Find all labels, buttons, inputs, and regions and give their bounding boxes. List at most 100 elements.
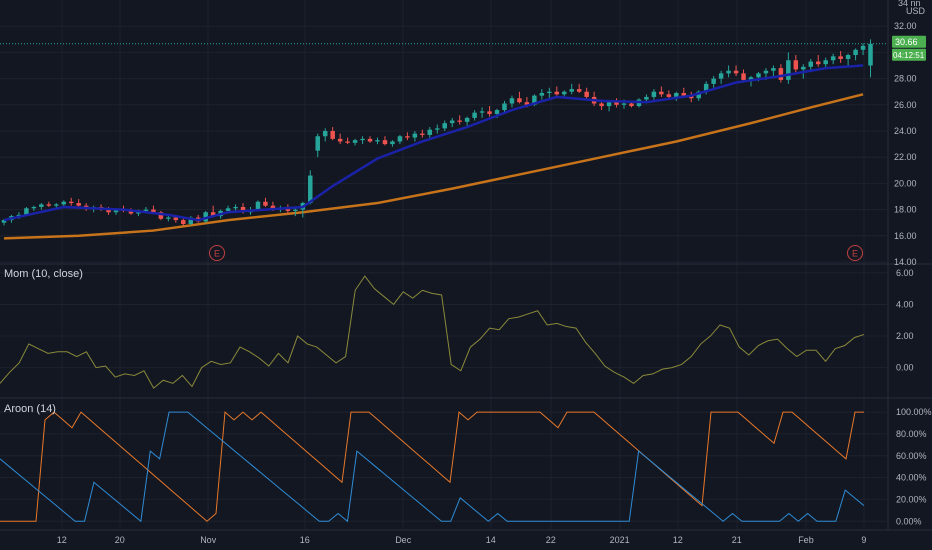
candle-body <box>808 61 814 67</box>
time-tick-label: 14 <box>486 535 496 545</box>
candle-body <box>659 91 664 95</box>
candle-body <box>666 94 672 97</box>
slow-moving-average-line <box>3 93 864 240</box>
candle-body <box>644 96 649 100</box>
time-tick-label: 22 <box>546 535 556 545</box>
momentum-tick-label: 6.00 <box>896 268 914 278</box>
price-tick-label: 26.00 <box>894 100 917 110</box>
aroon-pane-label: Aroon (14) <box>4 403 56 415</box>
time-tick-label: 16 <box>300 535 310 545</box>
candle-body <box>240 206 246 213</box>
candle-body <box>711 78 716 84</box>
price-tick-label: 16.00 <box>894 231 917 241</box>
candle-body <box>375 140 380 142</box>
price-tick-label: 18.00 <box>894 205 917 215</box>
candle-body <box>674 93 679 97</box>
candle-body <box>778 68 784 80</box>
candle-body <box>225 208 231 211</box>
momentum-tick-label: 4.00 <box>896 299 914 309</box>
candle-body <box>420 133 425 135</box>
time-tick-label: Dec <box>395 535 412 545</box>
momentum-line <box>0 275 865 389</box>
aroon-tick-label: 20.00% <box>896 494 927 504</box>
candle-body <box>337 138 343 142</box>
candle-body <box>181 220 186 225</box>
time-tick-label: 12 <box>57 535 67 545</box>
earnings-marker-label: E <box>852 249 858 259</box>
candle-body <box>479 111 485 113</box>
candle-body <box>494 110 500 114</box>
candle-body <box>405 136 410 138</box>
candle-body <box>293 209 298 211</box>
candle-body <box>270 205 276 210</box>
candle-body <box>845 55 851 59</box>
aroon-tick-label: 60.00% <box>896 451 927 461</box>
aroon-up-line <box>0 411 864 522</box>
time-tick-label: 20 <box>115 535 125 545</box>
candle-body <box>263 201 268 206</box>
candle-body <box>532 95 537 105</box>
candle-body <box>390 141 395 145</box>
time-tick-label: Nov <box>200 535 217 545</box>
candle-body <box>606 102 612 107</box>
candle-body <box>158 212 164 219</box>
price-tick-label: 24.00 <box>894 126 917 136</box>
momentum-tick-label: 0.00 <box>896 363 914 373</box>
last-price-badge <box>892 35 926 48</box>
candle-body <box>31 206 37 209</box>
candle-body <box>584 91 589 97</box>
candle-body <box>756 73 761 78</box>
candle-body <box>233 206 238 209</box>
momentum-tick-label: 2.00 <box>896 331 914 341</box>
candle-body <box>427 129 433 135</box>
candle-body <box>435 128 440 130</box>
candle-body <box>128 210 134 214</box>
candle-body <box>255 201 261 210</box>
last-price-value: 30.66 <box>895 37 918 47</box>
countdown-value: 04:12:51 <box>893 51 925 60</box>
price-tick-label: 28.00 <box>894 74 917 84</box>
candle-body <box>16 214 22 217</box>
candle-body <box>554 91 560 95</box>
candle-body <box>786 60 791 80</box>
candle-body <box>547 91 552 94</box>
candle-body <box>113 209 119 213</box>
aroon-down-line <box>0 411 865 523</box>
time-tick-label: 9 <box>861 535 866 545</box>
candle-body <box>24 208 29 215</box>
candle-body <box>39 204 44 207</box>
candle-body <box>382 140 388 145</box>
aroon-tick-label: 0.00% <box>896 516 922 526</box>
candle-body <box>748 77 754 80</box>
candle-body <box>360 138 365 141</box>
time-tick-label: 12 <box>673 535 683 545</box>
candle-body <box>860 45 866 50</box>
candle-body <box>576 89 582 92</box>
aroon-tick-label: 80.00% <box>896 429 927 439</box>
candle-body <box>173 217 179 221</box>
price-tick-label: 14.00 <box>894 257 917 267</box>
candle-body <box>151 209 156 213</box>
candle-body <box>330 131 335 139</box>
candle-body <box>539 93 545 96</box>
price-axis-top-label: 34 nn <box>898 0 921 8</box>
candle-body <box>367 138 373 142</box>
aroon-tick-label: 40.00% <box>896 473 927 483</box>
candle-body <box>651 91 657 97</box>
earnings-marker-icon <box>209 245 225 261</box>
candle-body <box>322 131 328 137</box>
candle-body <box>688 95 694 99</box>
candle-body <box>853 49 858 56</box>
candle-body <box>188 217 193 225</box>
candle-body <box>449 120 455 124</box>
candle-body <box>397 136 403 142</box>
candle-body <box>54 204 59 206</box>
candle-body <box>457 120 462 122</box>
candle-body <box>442 123 447 129</box>
aroon-tick-label: 100.00% <box>896 407 932 417</box>
candle-body <box>166 217 171 219</box>
candle-body <box>509 98 515 104</box>
currency-label: USD <box>906 6 926 16</box>
